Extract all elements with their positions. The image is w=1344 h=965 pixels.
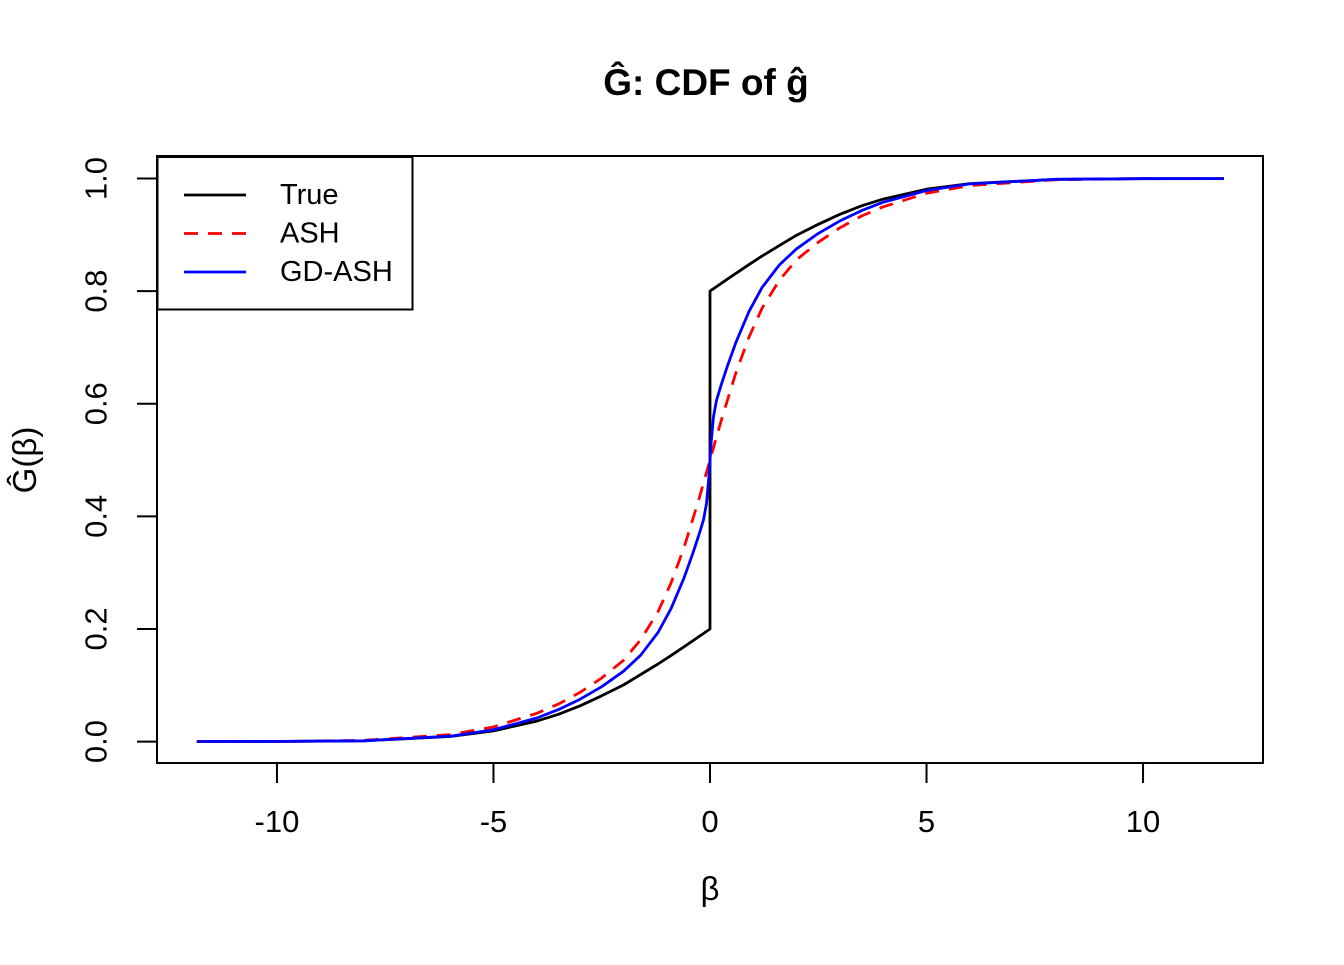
x-tick-label: 10 [1126, 804, 1160, 839]
x-tick-label: 0 [701, 804, 718, 839]
x-tick-label: -10 [255, 804, 300, 839]
x-axis-label: β [701, 870, 720, 907]
y-tick-label: 0.4 [79, 495, 114, 538]
y-tick-label: 0.0 [79, 720, 114, 763]
chart-title: Ĝ: CDF of ĝ [603, 61, 809, 103]
y-axis-ticks: 0.0 0.2 0.4 0.6 0.8 1.0 [79, 157, 157, 763]
y-tick-label: 1.0 [79, 157, 114, 200]
x-tick-label: -5 [480, 804, 508, 839]
legend-label-ash: ASH [280, 218, 340, 250]
legend: True ASH GD-ASH [156, 156, 414, 311]
y-axis-label: Ĝ(β) [6, 427, 43, 494]
x-axis-ticks: -10 -5 0 5 10 [255, 763, 1160, 839]
curves [196, 177, 1225, 743]
legend-label-true: True [280, 179, 339, 211]
y-tick-label: 0.8 [79, 270, 114, 313]
y-tick-label: 0.2 [79, 607, 114, 650]
legend-label-gd-ash: GD-ASH [280, 256, 393, 288]
legend-box [156, 156, 414, 311]
curve-gd-ash [196, 177, 1225, 743]
x-tick-label: 5 [918, 804, 935, 839]
y-tick-label: 0.6 [79, 382, 114, 425]
